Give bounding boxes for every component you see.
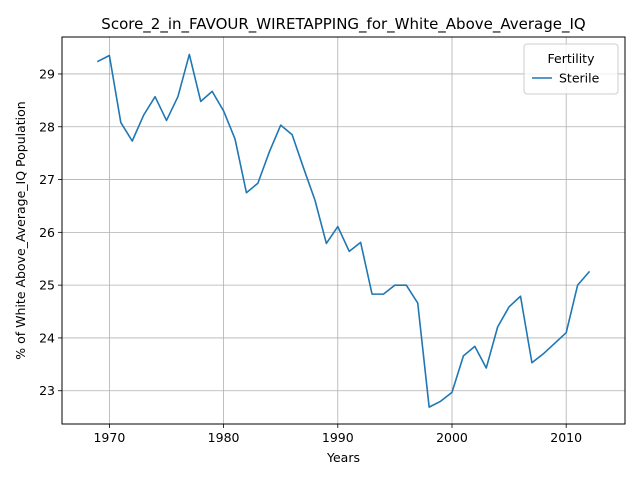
legend-title: Fertility	[548, 51, 596, 66]
x-tick-label: 2000	[436, 430, 468, 445]
y-tick-label: 26	[39, 225, 55, 240]
x-axis: 1970 1980 1990 2000 2010	[93, 424, 582, 445]
x-tick-label: 1990	[322, 430, 354, 445]
legend: Fertility Sterile	[523, 43, 619, 95]
y-tick-label: 24	[39, 330, 55, 345]
y-axis-label: % of White Above_Average_IQ Population	[13, 101, 28, 359]
y-tick-label: 28	[39, 119, 55, 134]
series-line-sterile	[96, 53, 591, 408]
y-tick-label: 23	[39, 383, 55, 398]
chart-title: Score_2_in_FAVOUR_WIRETAPPING_for_White_…	[101, 15, 585, 34]
legend-box	[523, 43, 619, 95]
y-axis: 23 24 25 26 27 28 29	[39, 66, 62, 398]
x-tick-label: 2010	[550, 430, 582, 445]
y-tick-label: 29	[39, 66, 55, 81]
series-lines	[96, 53, 591, 408]
x-tick-label: 1970	[93, 430, 125, 445]
y-tick-label: 25	[39, 278, 55, 293]
x-tick-label: 1980	[208, 430, 240, 445]
y-tick-label: 27	[39, 172, 55, 187]
legend-series-label: Sterile	[559, 71, 600, 86]
x-axis-label: Years	[326, 450, 360, 465]
grid-lines	[62, 37, 625, 424]
plot-frame	[61, 36, 626, 425]
